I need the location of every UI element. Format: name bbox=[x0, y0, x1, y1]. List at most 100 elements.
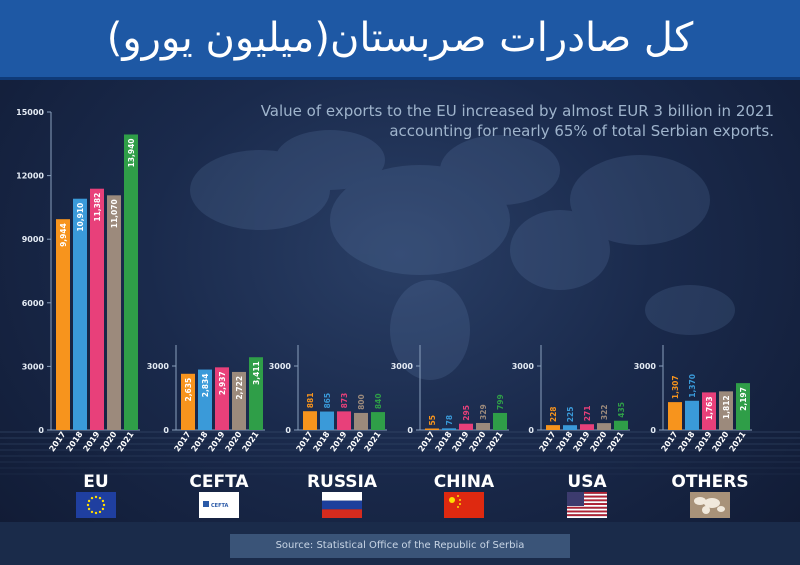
map-landmass bbox=[390, 280, 470, 380]
data-label: 881 bbox=[306, 393, 315, 409]
floor-grid bbox=[0, 431, 800, 475]
flag-star bbox=[98, 496, 102, 500]
bar-eu-2021 bbox=[124, 134, 138, 431]
bar-russia-2019 bbox=[337, 411, 351, 430]
flag-star bbox=[459, 503, 461, 505]
data-label: 2,722 bbox=[235, 376, 244, 400]
data-label: 2,635 bbox=[184, 378, 193, 402]
flag-stripe bbox=[567, 493, 607, 496]
data-label: 2,834 bbox=[201, 374, 210, 398]
map-landmass bbox=[694, 497, 706, 505]
source-note: Source: Statistical Office of the Republ… bbox=[230, 534, 570, 558]
flag-star bbox=[459, 499, 461, 501]
flag-star bbox=[98, 510, 102, 514]
flag-star bbox=[101, 499, 105, 503]
bar-others-2017 bbox=[668, 402, 682, 430]
data-label: 55 bbox=[428, 415, 437, 425]
flag-canton bbox=[567, 492, 584, 506]
data-label: 11,382 bbox=[93, 193, 102, 222]
flag-star bbox=[101, 507, 105, 511]
cefta-flag-icon: CEFTA bbox=[199, 492, 239, 518]
data-label: 78 bbox=[445, 415, 454, 425]
map-landmass bbox=[717, 506, 725, 512]
bar-russia-2021 bbox=[371, 412, 385, 430]
flag-star bbox=[87, 499, 91, 503]
flag-stripe bbox=[567, 503, 607, 505]
flag-star bbox=[457, 506, 459, 508]
data-label: 1,370 bbox=[688, 374, 697, 398]
bar-others-2018 bbox=[685, 400, 699, 430]
bar-cefta-2017 bbox=[181, 373, 195, 430]
map-landmass bbox=[330, 165, 510, 275]
y-tick-label: 3000 bbox=[391, 362, 414, 371]
flag-star bbox=[87, 507, 91, 511]
flag-stripe bbox=[567, 505, 607, 507]
map-landmass bbox=[275, 130, 385, 190]
data-label: 271 bbox=[583, 406, 592, 422]
data-label: 2,937 bbox=[218, 371, 227, 395]
y-tick-label: 9000 bbox=[22, 235, 45, 244]
bar-cefta-2018 bbox=[198, 369, 212, 430]
group-label: OTHERS bbox=[671, 472, 748, 492]
y-tick-label: 3000 bbox=[22, 362, 45, 371]
china-flag-icon bbox=[444, 492, 484, 518]
eu-flag-icon bbox=[76, 492, 116, 518]
map-landmass bbox=[704, 498, 720, 508]
y-tick-label: 3000 bbox=[634, 362, 657, 371]
y-tick-label: 0 bbox=[285, 426, 291, 435]
bar-china-2021 bbox=[493, 412, 507, 430]
bar-others-2019 bbox=[702, 392, 716, 430]
data-label: 865 bbox=[323, 393, 332, 409]
group-eu: 9,944201710,910201811,382201911,07020201… bbox=[47, 134, 140, 518]
usa-flag-icon bbox=[567, 492, 607, 518]
map-landmass bbox=[510, 210, 610, 290]
bar-others-2021 bbox=[736, 383, 750, 430]
data-label: 10,910 bbox=[76, 203, 85, 232]
header-bar: کل صادرات صربستان(میلیون یورو) bbox=[0, 0, 800, 80]
group-label: EU bbox=[83, 472, 108, 492]
flag-star bbox=[86, 503, 90, 507]
bar-usa-2019 bbox=[580, 424, 594, 430]
bar-russia-2018 bbox=[320, 411, 334, 430]
y-tick-label: 12000 bbox=[16, 172, 44, 181]
y-tick-label: 3000 bbox=[147, 362, 170, 371]
russia-flag-icon bbox=[322, 492, 362, 518]
data-label: 329 bbox=[479, 404, 488, 420]
flag-stripe bbox=[567, 495, 607, 498]
flag-stripe bbox=[322, 509, 362, 518]
map-landmass bbox=[570, 155, 710, 245]
data-label: 1,307 bbox=[671, 375, 680, 399]
bar-usa-2018 bbox=[563, 425, 577, 430]
data-label: 13,940 bbox=[127, 138, 136, 167]
data-label: 435 bbox=[617, 402, 626, 418]
y-tick-label: 0 bbox=[38, 426, 44, 435]
bar-eu-2017 bbox=[56, 219, 70, 430]
y-tick-label: 6000 bbox=[22, 299, 45, 308]
data-label: 322 bbox=[600, 404, 609, 420]
flag-star bbox=[449, 497, 455, 503]
data-label: 1,763 bbox=[705, 396, 714, 420]
bar-others-2020 bbox=[719, 391, 733, 430]
data-label: 1,812 bbox=[722, 395, 731, 419]
data-label: 873 bbox=[340, 393, 349, 409]
y-tick-label: 0 bbox=[650, 426, 656, 435]
group-label: RUSSIA bbox=[307, 472, 378, 492]
flag-star bbox=[457, 495, 459, 497]
y-tick-label: 0 bbox=[163, 426, 169, 435]
data-label: 228 bbox=[549, 406, 558, 422]
bar-eu-2020 bbox=[107, 195, 121, 430]
data-label: 225 bbox=[566, 407, 575, 423]
flag-stripe bbox=[322, 500, 362, 510]
group-china: 03000552017782018295201932920207992021CH… bbox=[391, 345, 509, 518]
bar-china-2020 bbox=[476, 422, 490, 430]
data-label: 11,070 bbox=[110, 199, 119, 228]
bar-cefta-2019 bbox=[215, 367, 229, 430]
flag-mark bbox=[203, 501, 209, 507]
data-label: 295 bbox=[462, 405, 471, 421]
y-tick-label: 3000 bbox=[269, 362, 292, 371]
data-label: 840 bbox=[374, 393, 383, 409]
flag-stripe bbox=[567, 510, 607, 513]
bar-eu-2018 bbox=[73, 198, 87, 430]
group-label: CHINA bbox=[434, 472, 495, 492]
